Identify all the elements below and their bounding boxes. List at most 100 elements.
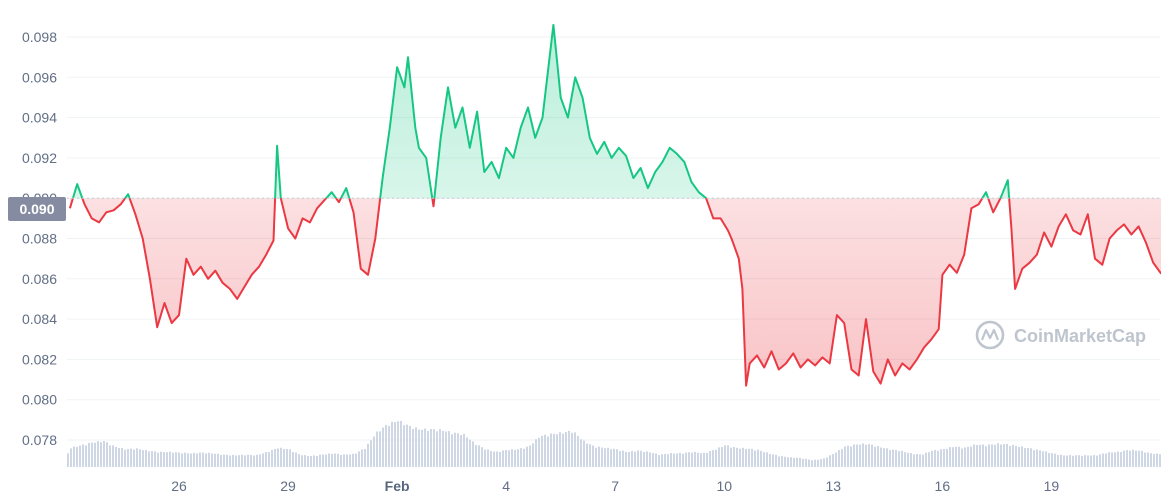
- volume-bar: [136, 448, 138, 467]
- volume-bar: [127, 448, 129, 467]
- volume-bar: [892, 449, 894, 467]
- volume-bar: [1126, 450, 1128, 467]
- volume-bar: [862, 443, 864, 467]
- volume-bar: [835, 452, 837, 467]
- volume-bar: [295, 452, 297, 467]
- volume-bar: [190, 453, 192, 467]
- volume-bar: [838, 449, 840, 467]
- volume-bar: [118, 448, 120, 467]
- volume-bar: [853, 444, 855, 467]
- volume-bar: [355, 453, 357, 467]
- volume-bar: [733, 447, 735, 467]
- volume-bar: [772, 454, 774, 467]
- volume-bar: [400, 420, 402, 467]
- volume-bar: [205, 453, 207, 467]
- y-tick-label: 0.096: [22, 69, 57, 85]
- volume-bar: [1003, 444, 1005, 467]
- volume-bar: [904, 452, 906, 467]
- volume-bar: [931, 450, 933, 467]
- volume-bar: [145, 449, 147, 467]
- volume-bar: [526, 446, 528, 467]
- volume-bar: [94, 442, 96, 467]
- volume-bar: [1039, 450, 1041, 467]
- volume-bar: [628, 451, 630, 467]
- volume-bar: [229, 455, 231, 467]
- volume-bar: [766, 452, 768, 467]
- volume-bar: [583, 440, 585, 467]
- volume-bar: [1102, 453, 1104, 467]
- volume-bar: [445, 431, 447, 467]
- volume-bar: [439, 429, 441, 467]
- volume-bar: [937, 450, 939, 467]
- volume-bar: [802, 458, 804, 467]
- x-tick-label: Feb: [385, 478, 410, 494]
- volume-bar: [1135, 450, 1137, 467]
- volume-bar: [292, 452, 294, 467]
- y-tick-label: 0.080: [22, 392, 57, 408]
- volume-bar: [208, 452, 210, 467]
- volume-bar: [919, 454, 921, 467]
- volume-bar: [133, 449, 135, 467]
- volume-bar: [397, 421, 399, 467]
- volume-bar: [115, 446, 117, 467]
- y-axis: 0.078 0.080 0.082 0.084 0.086 0.088 0.090 0.092…: [22, 29, 57, 448]
- volume-bar: [574, 432, 576, 467]
- volume-bar: [169, 451, 171, 467]
- volume-bar: [970, 446, 972, 467]
- volume-bar: [562, 433, 564, 467]
- volume-bar: [232, 455, 234, 467]
- volume-bar: [739, 448, 741, 467]
- volume-bar: [571, 432, 573, 467]
- volume-bar: [778, 456, 780, 467]
- volume-bar: [751, 448, 753, 467]
- volume-bar: [547, 436, 549, 467]
- price-line-up: [71, 23, 1011, 199]
- volume-bar: [790, 457, 792, 467]
- volume-bar: [598, 446, 600, 467]
- volume-bar: [796, 457, 798, 467]
- volume-bar: [787, 457, 789, 467]
- volume-bar: [469, 439, 471, 467]
- volume-bar: [1066, 455, 1068, 467]
- volume-bar: [511, 449, 513, 467]
- volume-bar: [385, 424, 387, 467]
- volume-bar: [1048, 452, 1050, 467]
- volume-bar: [280, 447, 282, 467]
- x-tick-label: 29: [280, 478, 296, 494]
- volume-bar: [880, 447, 882, 467]
- watermark: CoinMarketCap: [975, 320, 1146, 350]
- x-tick-label: 19: [1044, 478, 1060, 494]
- volume-bar: [817, 459, 819, 467]
- volume-bar: [394, 422, 396, 467]
- current-price-badge: 0.090: [8, 197, 66, 221]
- volume-bar: [154, 451, 156, 467]
- volume-bar: [412, 428, 414, 467]
- volume-bar: [952, 447, 954, 467]
- volume-bar: [748, 448, 750, 467]
- volume-bar: [346, 454, 348, 467]
- volume-bar: [1114, 452, 1116, 467]
- volume-bar: [718, 447, 720, 467]
- volume-bar: [586, 443, 588, 467]
- volume-bar: [934, 449, 936, 467]
- volume-bar: [250, 454, 252, 467]
- volume-bar: [214, 453, 216, 467]
- volume-bar: [1063, 455, 1065, 467]
- y-tick-label: 0.092: [22, 150, 57, 166]
- volume-bar: [1069, 455, 1071, 467]
- volume-bar: [436, 431, 438, 467]
- volume-bar: [529, 445, 531, 467]
- x-tick-label: 7: [611, 478, 619, 494]
- volume-bar: [301, 455, 303, 467]
- volume-bar: [1129, 450, 1131, 467]
- volume-bar: [67, 453, 69, 467]
- volume-bar: [223, 454, 225, 467]
- volume-bar: [109, 445, 111, 467]
- volume-bar: [928, 452, 930, 467]
- volume-bar: [868, 444, 870, 467]
- volume-bar: [1123, 450, 1125, 467]
- volume-bar: [91, 442, 93, 467]
- volume-bar: [1099, 454, 1101, 467]
- volume-bar: [967, 446, 969, 467]
